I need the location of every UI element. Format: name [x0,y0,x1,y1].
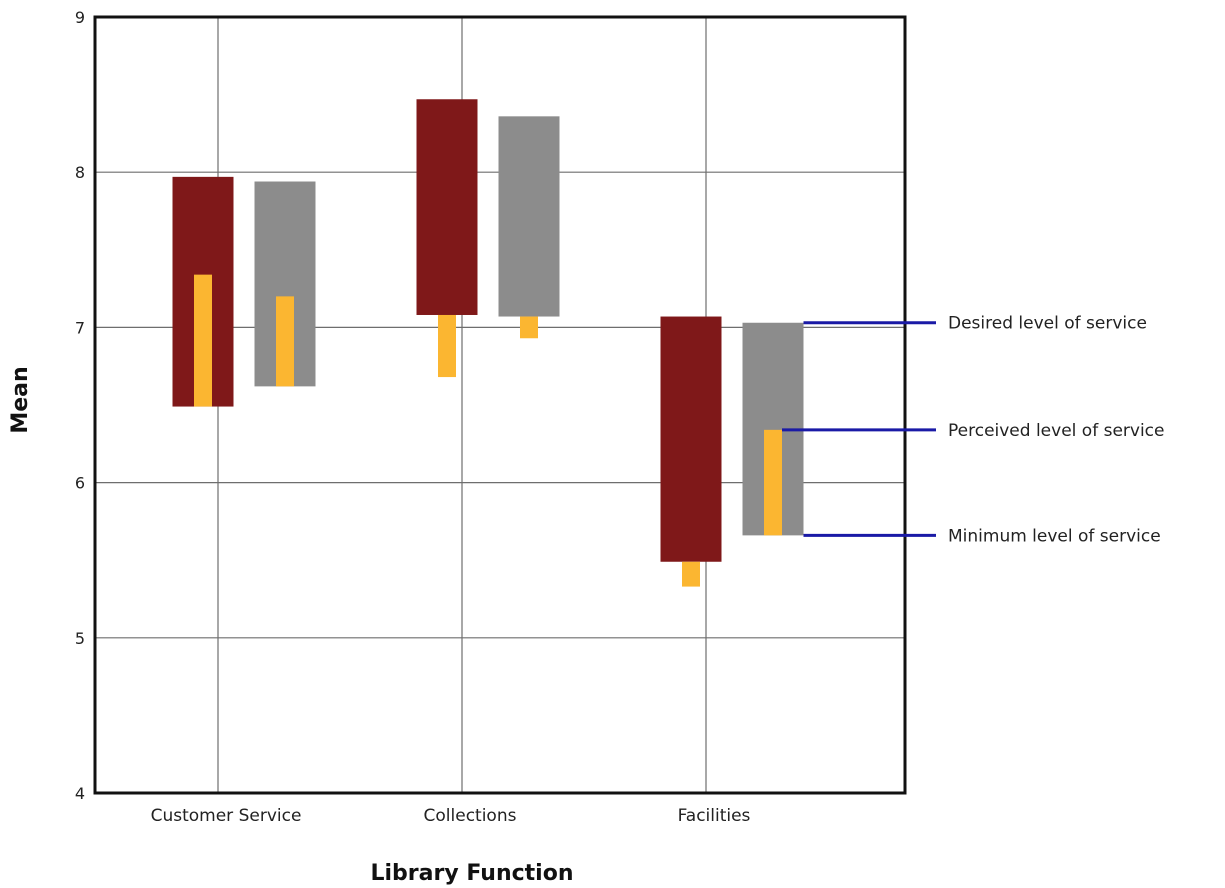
range-bar [416,99,478,315]
plot-frame [93,15,907,795]
y-tick-label: 9 [75,8,85,27]
x-tick-label: Facilities [678,806,751,826]
x-tick-labels: Customer Service Collections Facilities [151,806,751,826]
y-tick-label: 4 [75,784,85,803]
legend-label: Minimum level of service [948,526,1161,546]
legend: Desired level of service Perceived level … [782,314,1164,546]
y-tick-label: 6 [75,474,85,493]
bars [172,99,804,587]
perceived-bar [764,429,782,536]
range-bar [660,316,722,562]
perceived-bar [194,274,212,407]
y-tick-label: 5 [75,629,85,648]
y-tick-label: 8 [75,163,85,182]
legend-label: Desired level of service [948,314,1147,334]
legend-label: Perceived level of service [948,421,1164,441]
x-axis-title: Library Function [371,861,574,886]
perceived-bar [276,296,294,387]
y-tick-label: 7 [75,318,85,337]
y-axis-title: Mean [8,366,33,433]
y-tick-labels: 4 5 6 7 8 9 [75,8,85,803]
perceived-bar [682,561,700,587]
x-tick-label: Customer Service [151,806,302,826]
range-bar [498,116,560,317]
perceived-bar [438,314,456,378]
perceived-bar [520,316,538,339]
x-tick-label: Collections [424,806,517,826]
